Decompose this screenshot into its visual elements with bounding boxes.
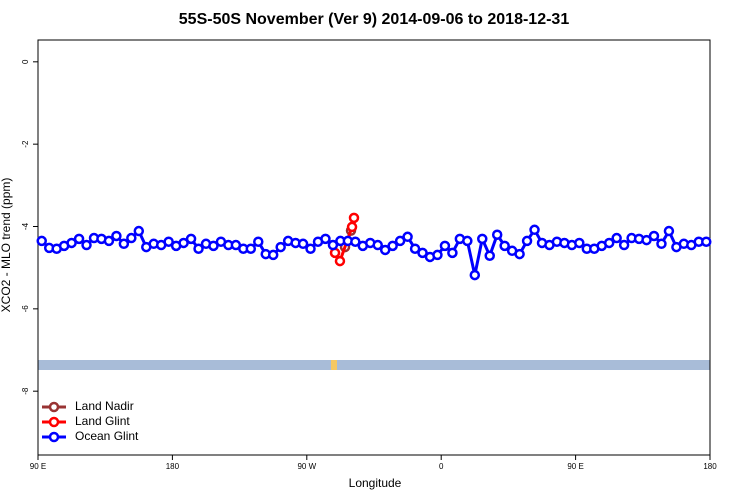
plot-frame [37,39,711,456]
point [253,236,264,247]
point [133,225,145,237]
point [409,243,421,254]
point [641,234,652,246]
point [462,235,473,247]
x-tick-label: 90 W [297,462,316,471]
legend-label: Land Nadir [75,399,134,413]
point [305,243,316,254]
point [394,235,406,247]
point [574,237,585,249]
legend-marker [48,416,60,428]
point [111,230,122,242]
y-tick-label: -8 [21,387,30,395]
point [372,239,383,251]
point [193,243,204,254]
x-tick-label: 180 [703,462,717,471]
point [346,221,358,233]
chart-title: 55S-50S November (Ver 9) 2014-09-06 to 2… [179,11,570,28]
point [514,248,525,260]
point [163,236,174,247]
legend-label: Ocean Glint [75,429,139,443]
point [603,237,615,249]
point [36,235,47,247]
point [334,255,346,267]
x-tick-label: 90 E [30,462,46,471]
point [73,233,85,245]
point [439,240,451,252]
point [499,240,510,252]
point [327,239,339,251]
point [320,233,331,245]
point [521,235,533,247]
y-tick-label: -6 [21,305,30,313]
point [208,240,219,252]
point [81,239,92,251]
point [701,236,712,247]
point [267,249,279,261]
point [469,269,481,281]
point [103,235,115,247]
legend-marker [48,401,60,413]
point [484,250,495,261]
x-tick-label: 90 E [567,462,583,471]
point [477,233,488,245]
point [245,243,257,254]
point [447,247,458,259]
point [417,247,428,259]
point [648,230,660,242]
point [350,236,361,247]
point [126,232,137,244]
x-tick-label: 0 [439,462,444,471]
point [656,238,667,250]
x-axis-label: Longitude [349,476,402,490]
y-tick-label: 0 [21,59,30,64]
point [66,237,77,249]
point [432,249,443,261]
y-axis-label: XCO2 - MLO trend (ppm) [0,178,13,313]
x-tick-label: 180 [166,462,180,471]
point [297,238,309,250]
point [618,239,630,251]
point [611,232,622,244]
y-tick-label: -2 [21,140,30,148]
coverage-band [38,360,710,370]
point [275,241,286,253]
series-line [40,226,707,276]
legend-label: Land Glint [75,414,130,428]
point [529,224,540,236]
point [348,212,360,224]
point [118,238,130,250]
point [185,233,197,245]
legend-marker [48,431,60,443]
y-tick-label: -4 [21,222,30,230]
point [663,225,675,237]
point [379,244,391,256]
point [402,231,413,243]
point [491,229,503,240]
point [387,240,398,252]
coverage-band-land [331,360,337,370]
point [178,237,189,249]
